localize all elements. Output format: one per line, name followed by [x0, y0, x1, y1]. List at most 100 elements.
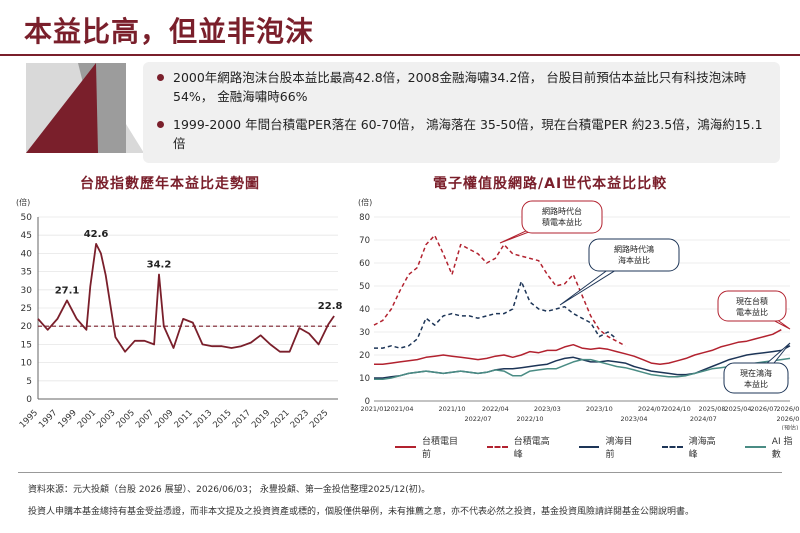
chart1-y-axis-label: (倍) [16, 197, 30, 207]
chart2-x-note: (預估) [782, 424, 799, 430]
chart1-x-tick-label: 2011 [173, 408, 195, 430]
chart2-y-tick-label: 70 [359, 236, 370, 246]
chart2-x-tick-label: 2023/03 [534, 405, 561, 413]
callout-tsmc-internet-era-text: 網路時代台 [542, 206, 582, 216]
chart2-x-tick-label: 2023/04 [620, 415, 647, 423]
chart1-y-tick-label: 45 [21, 231, 32, 241]
chart2-title: 電子權值股網路/AI世代本益比比較 [433, 176, 668, 192]
page-title: 本益比高，但並非泡沫 [24, 15, 315, 48]
chart1-y-tick-label: 5 [26, 377, 32, 387]
callout-tsmc-internet-era-box [521, 200, 603, 234]
chart1-x-tick-label: 2007 [134, 408, 156, 430]
chart1-x-tick-label: 2001 [76, 408, 98, 430]
chart1-data-label: 34.2 [147, 260, 172, 271]
callout-foxconn-now-text: 本益比 [744, 379, 768, 389]
chart1-y-tick-label: 20 [21, 322, 33, 332]
callout-foxconn-now-text: 現在鴻海 [740, 368, 772, 378]
chart1-x-tick-label: 2013 [192, 408, 214, 430]
chart2-legend: 台積電目前 台積電高峰 鴻海目前 鴻海高峰 AI 指數 [395, 434, 800, 460]
legend-tsmc-current: 台積電目前 [395, 434, 465, 460]
source-divider [18, 472, 782, 473]
bullet-point-2: 1999-2000 年間台積電PER落在 60-70倍， 鴻海落在 35-50倍… [157, 115, 768, 153]
taiex-pe-chart: (倍)0510152025303540455019951997199920012… [16, 197, 343, 430]
chart1-x-tick-label: 2003 [95, 408, 117, 430]
chart2-y-tick-label: 60 [359, 259, 370, 269]
chart2-series-line-4 [374, 357, 791, 380]
chart1-y-tick-label: 15 [21, 340, 32, 350]
chart1-x-tick-label: 2017 [231, 408, 253, 430]
legend-tsmc-peak: 台積電高峰 [486, 434, 557, 460]
callout-foxconn-now-box [723, 362, 789, 394]
chart1-x-tick-label: 2025 [308, 408, 330, 430]
chart2-x-tick-label: 2022/04 [482, 405, 509, 413]
chart2-x-tick-label: 2024/07 [690, 415, 717, 423]
chart2-x-tick-label: 2023/10 [586, 405, 613, 413]
chart2-y-tick-label: 10 [359, 374, 370, 384]
title-divider [0, 54, 800, 56]
callout-tsmc-internet-era-text: 積電本益比 [542, 217, 582, 227]
chart2-series-line-1 [373, 234, 626, 347]
chart2-x-tick-label: 2026/07 [750, 405, 777, 413]
chart1-y-tick-label: 50 [21, 213, 33, 223]
chart2-x-tick-label: 2021/01 [360, 405, 387, 413]
callout-tsmc-now-box [717, 290, 787, 322]
chart2-x-tick-label: 2024/10 [664, 405, 691, 413]
chart1-y-tick-label: 10 [21, 359, 33, 369]
chart1-data-label: 42.6 [84, 229, 109, 240]
chart2-y-tick-label: 20 [359, 351, 370, 361]
chart2-y-tick-label: 30 [359, 328, 370, 338]
callout-tsmc-now-text: 現在台積 [736, 296, 768, 306]
chart1-pe-line [37, 243, 335, 353]
chart2-x-tick-label: 2022/10 [516, 415, 543, 423]
legend-ai-index: AI 指數 [744, 434, 800, 460]
chart2-x-tick-label: 2024/07 [638, 405, 665, 413]
callout-foxconn-internet-era-box [588, 238, 680, 272]
chart1-y-tick-label: 25 [21, 304, 32, 314]
chart1-x-tick-label: 1995 [18, 408, 40, 430]
chart2-x-tick-label: 2022/07 [464, 415, 491, 423]
bullet-point-1: 2000年網路泡沫台股本益比最高42.8倍，2008金融海嘯34.2倍， 台股目… [157, 68, 768, 106]
chart1-x-tick-label: 2015 [211, 408, 233, 430]
chart1-x-tick-label: 1999 [56, 408, 78, 430]
chart1-y-tick-label: 35 [21, 268, 32, 278]
chart2-y-tick-label: 80 [359, 213, 370, 223]
chart1-y-tick-label: 0 [26, 395, 32, 405]
chart1-data-label: 22.8 [318, 301, 343, 312]
chart1-x-tick-label: 2021 [269, 408, 291, 430]
chart1-x-tick-label: 2019 [250, 408, 272, 430]
legend-foxconn-peak: 鴻海高峰 [661, 434, 723, 460]
chart2-x-tick-label: 2026/01 [776, 405, 800, 413]
chart1-y-tick-label: 30 [21, 286, 33, 296]
chart2-series-line-0 [374, 329, 782, 365]
chart2-y-axis-label: (倍) [358, 197, 372, 207]
chart2-y-tick-label: 50 [359, 282, 370, 292]
brand-logo-icon [26, 63, 144, 153]
chart1-x-tick-label: 2009 [153, 408, 175, 430]
chart2-x-tick-label: 2021/04 [386, 405, 413, 413]
chart1-x-tick-label: 2005 [115, 408, 137, 430]
chart1-title: 台股指數歷年本益比走勢圖 [80, 176, 260, 192]
chart1-x-tick-label: 2023 [289, 408, 311, 430]
chart2-x-tick-label: 2021/10 [438, 405, 465, 413]
chart2-x-tick-label: 2025/08 [698, 405, 725, 413]
legend-foxconn-current: 鴻海目前 [578, 434, 640, 460]
data-source: 資料來源：元大投顧（台股 2026 展望）、2026/06/03； 永豐投顧、第… [28, 485, 431, 495]
chart1-y-tick-label: 40 [21, 249, 33, 259]
chart2-series-line-3 [374, 280, 618, 349]
callout-foxconn-internet-era-text: 海本益比 [618, 255, 650, 265]
chart2-y-tick-label: 40 [359, 305, 370, 315]
chart1-x-tick-label: 1997 [37, 408, 59, 430]
key-points-box: 2000年網路泡沫台股本益比最高42.8倍，2008金融海嘯34.2倍， 台股目… [143, 62, 780, 163]
callout-foxconn-internet-era-text: 網路時代鴻 [614, 244, 654, 254]
chart2-x-tick-label: 2025/04 [724, 405, 751, 413]
callout-tsmc-now-text: 電本益比 [736, 307, 768, 317]
disclaimer: 投資人申購本基金總持有基金受益憑證，而非本文提及之投資資產或標的，個股僅供舉例，… [28, 507, 695, 517]
chart2-x-tick-label: 2026/01 [776, 415, 800, 423]
chart1-data-label: 27.1 [55, 285, 80, 296]
chart2-y-tick-label: 0 [365, 397, 370, 407]
